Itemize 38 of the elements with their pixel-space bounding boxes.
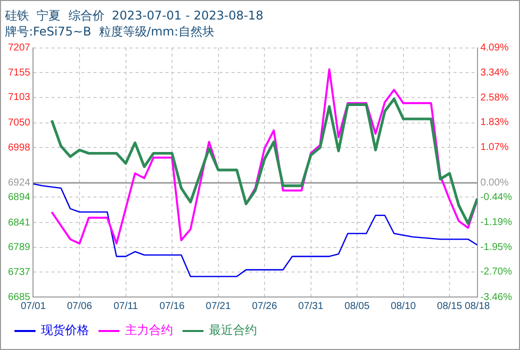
y2-tick-label: -1.95% <box>480 242 512 253</box>
y-tick-label: 6998 <box>8 142 31 154</box>
y2-tick-label: 0.00% <box>480 178 509 189</box>
y-tick-label: 7155 <box>8 67 31 78</box>
x-tick-label: 07/01 <box>20 300 46 312</box>
chart-title: 硅铁 宁夏 综合价 2023-07-01 - 2023-08-18 <box>4 8 264 22</box>
y-tick-label: 6924 <box>8 178 31 189</box>
y2-tick-label: 1.07% <box>480 142 509 154</box>
y2-tick-label: -1.19% <box>480 216 512 228</box>
x-tick-label: 07/21 <box>206 300 232 312</box>
y2-tick-label: -2.70% <box>480 266 512 278</box>
x-tick-label: 07/16 <box>160 300 185 312</box>
y2-tick-label: -0.44% <box>480 192 512 204</box>
y-tick-label: 6737 <box>8 266 31 278</box>
legend-label: 现货价格 <box>41 323 89 338</box>
y-tick-label: 6685 <box>8 292 31 303</box>
legend-label: 最近合约 <box>209 323 257 338</box>
legend-label: 主力合约 <box>125 323 173 338</box>
y2-tick-label: 1.83% <box>480 117 509 128</box>
x-tick-label: 08/18 <box>464 300 490 312</box>
y-tick-label: 6789 <box>8 242 31 254</box>
y2-tick-label: 4.09% <box>480 42 509 54</box>
x-tick-label: 08/15 <box>437 300 463 312</box>
y2-tick-label: -3.46% <box>480 292 512 303</box>
y-tick-label: 6894 <box>8 192 31 203</box>
y2-tick-label: 3.34% <box>480 67 509 78</box>
x-tick-label: 08/05 <box>344 300 370 312</box>
chart-subtitle: 牌号:FeSi75~B 粒度等级/mm:自然块 <box>5 24 214 39</box>
y-tick-label: 6841 <box>8 217 31 228</box>
y-tick-label: 7103 <box>8 92 31 104</box>
x-tick-label: 07/31 <box>298 300 324 312</box>
x-tick-label: 07/11 <box>114 300 138 312</box>
y-tick-label: 7050 <box>8 118 31 128</box>
y-tick-label: 7207 <box>8 42 31 54</box>
x-tick-label: 08/10 <box>390 300 416 312</box>
y2-tick-label: 2.58% <box>480 92 509 104</box>
x-tick-label: 07/26 <box>252 300 278 312</box>
x-tick-label: 07/06 <box>66 300 92 312</box>
